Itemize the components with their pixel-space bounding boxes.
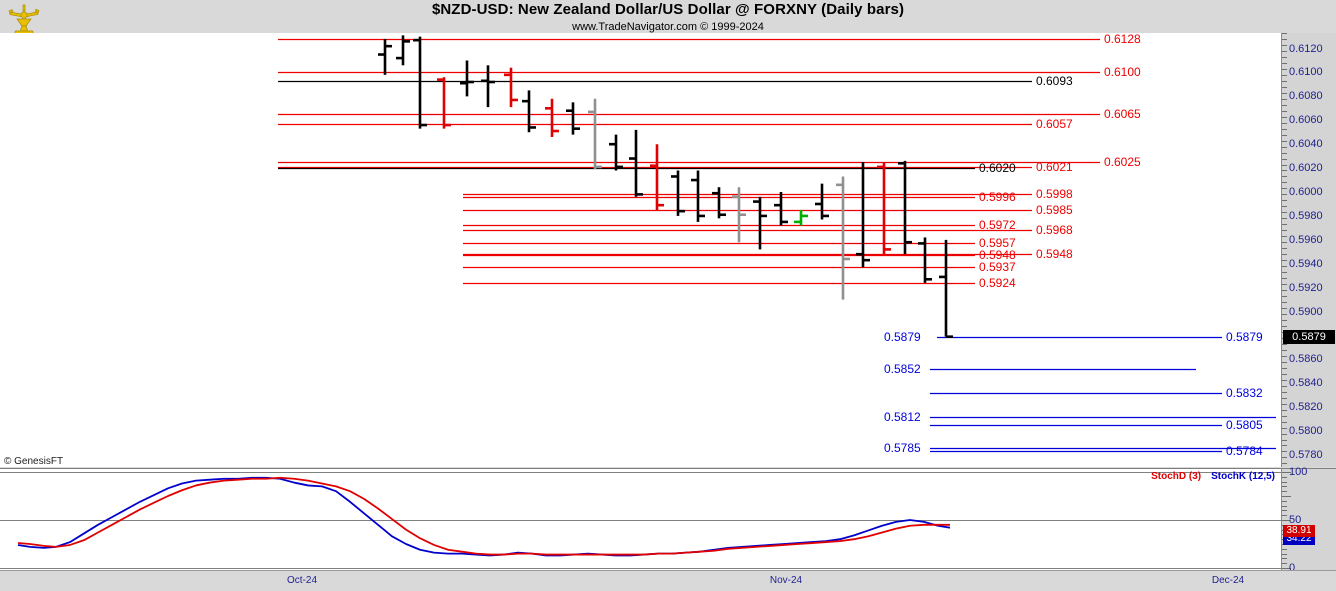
stochastic-line[interactable]	[17, 476, 950, 556]
ohlc-bar[interactable]	[877, 162, 891, 255]
price-axis-label: 0.6060	[1289, 114, 1323, 127]
price-axis-label: 0.5980	[1289, 209, 1323, 222]
price-axis-label: 0.5920	[1289, 281, 1323, 294]
ohlc-bar[interactable]	[481, 65, 495, 108]
ohlc-bar[interactable]	[774, 192, 788, 226]
ohlc-bar[interactable]	[629, 129, 643, 197]
stochastic-line[interactable]	[17, 476, 951, 557]
level-label: 0.5996	[979, 189, 1016, 204]
level-label: 0.6128	[1104, 31, 1141, 46]
ohlc-bar[interactable]	[815, 183, 829, 220]
ohlc-bar[interactable]	[753, 196, 767, 250]
date-axis[interactable]: Oct-24 Nov-24 Dec-24	[0, 570, 1336, 591]
ohlc-bar[interactable]	[650, 144, 664, 210]
level-label: 0.5852	[884, 361, 921, 376]
stoch-k-legend-label: StochK (12,5)	[1211, 471, 1275, 482]
price-axis-label: 0.6100	[1289, 66, 1323, 79]
stochastic-axis-label: 50	[1289, 514, 1302, 526]
chart-header: $NZD-USD: New Zealand Dollar/US Dollar @…	[0, 0, 1336, 33]
date-axis-label: Nov-24	[769, 575, 803, 586]
price-plot	[278, 35, 1276, 453]
ohlc-bar[interactable]	[671, 170, 685, 216]
price-axis-label: 0.6120	[1289, 42, 1323, 55]
stochastic-pane[interactable]: StochD (3) StochK (12,5)	[0, 468, 1282, 571]
level-label: 0.6093	[1036, 73, 1073, 88]
price-axis-label: 0.5900	[1289, 305, 1323, 318]
level-label: 0.5879	[1226, 329, 1263, 344]
ohlc-bar[interactable]	[939, 239, 953, 338]
ohlc-bar[interactable]	[413, 36, 427, 129]
ohlc-bar[interactable]	[898, 160, 912, 255]
ohlc-bar[interactable]	[836, 176, 850, 300]
level-label: 0.5937	[979, 260, 1016, 275]
page-title: $NZD-USD: New Zealand Dollar/US Dollar @…	[431, 1, 905, 18]
genesisft-watermark: © GenesisFT	[4, 456, 64, 467]
price-axis-label: 0.5860	[1289, 353, 1323, 366]
stochastic-axis-label: 100	[1289, 466, 1308, 478]
level-label: 0.6100	[1104, 65, 1141, 80]
price-axis-label: 0.5800	[1289, 425, 1323, 438]
ohlc-bar[interactable]	[794, 209, 808, 226]
level-label: 0.5879	[884, 329, 921, 344]
level-label: 0.5812	[884, 409, 921, 424]
price-axis-label: 0.5780	[1289, 449, 1323, 462]
level-label: 0.6025	[1104, 155, 1141, 170]
date-axis-label: Dec-24	[1211, 575, 1245, 586]
level-label: 0.5832	[1226, 385, 1263, 400]
ohlc-bar[interactable]	[609, 134, 623, 171]
level-label: 0.5957	[979, 236, 1016, 251]
ohlc-bar[interactable]	[566, 102, 580, 135]
ohlc-bar[interactable]	[856, 162, 870, 268]
level-label: 0.5924	[979, 275, 1016, 290]
price-chart-pane[interactable]	[0, 33, 1282, 467]
level-label: 0.5785	[884, 440, 921, 455]
date-axis-label: Oct-24	[286, 575, 318, 586]
level-label: 0.5968	[1036, 223, 1073, 238]
level-label: 0.6020	[979, 161, 1016, 176]
level-label: 0.5985	[1036, 202, 1073, 217]
ohlc-bar[interactable]	[460, 60, 474, 97]
genesis-transit-logo-icon	[4, 2, 44, 36]
ohlc-bar[interactable]	[732, 187, 746, 243]
ohlc-bar[interactable]	[918, 237, 932, 283]
price-axis-label: 0.5940	[1289, 257, 1323, 270]
price-axis-label: 0.5840	[1289, 377, 1323, 390]
level-label: 0.5972	[979, 218, 1016, 233]
level-label: 0.6057	[1036, 116, 1073, 131]
ohlc-bar[interactable]	[691, 170, 705, 222]
stoch-d-value-badge: 38.91	[1283, 524, 1315, 537]
stochastic-plot	[0, 472, 1281, 569]
price-axis-label: 0.5960	[1289, 233, 1323, 246]
ohlc-bar[interactable]	[588, 98, 602, 170]
current-price-badge: 0.5879	[1283, 329, 1335, 344]
price-axis-ticks	[1282, 33, 1287, 464]
stoch-d-legend-label: StochD (3)	[1151, 471, 1202, 482]
price-axis-label: 0.6080	[1289, 90, 1323, 103]
stochastic-legend: StochD (3) StochK (12,5)	[1151, 471, 1275, 482]
price-axis-label: 0.6000	[1289, 186, 1323, 198]
level-label: 0.5784	[1226, 444, 1263, 459]
chart-subtitle: www.TradeNavigator.com © 1999-2024	[572, 21, 764, 33]
level-label: 0.5805	[1226, 418, 1263, 433]
ohlc-bar[interactable]	[504, 67, 518, 108]
ohlc-bar[interactable]	[378, 38, 392, 75]
ohlc-bar[interactable]	[437, 77, 451, 129]
level-label: 0.5948	[979, 248, 1016, 263]
stochastic-axis[interactable]: 100 50 0 34.22 38.91	[1281, 466, 1336, 574]
ohlc-bar[interactable]	[712, 187, 726, 219]
ohlc-bar[interactable]	[522, 90, 536, 133]
price-axis[interactable]: 0.6120 0.6100 0.6080 0.6060 0.6040 0.6020 0.60…	[1281, 33, 1336, 467]
price-axis-label: 0.6020	[1289, 162, 1323, 175]
level-label: 0.5948	[1036, 247, 1073, 262]
price-axis-label: 0.6040	[1289, 138, 1323, 151]
ohlc-bar[interactable]	[396, 35, 410, 66]
level-label: 0.6021	[1036, 159, 1073, 174]
stochastic-axis-label: 0	[1289, 562, 1296, 574]
price-axis-label: 0.5820	[1289, 401, 1323, 414]
level-label: 0.6065	[1104, 107, 1141, 122]
level-label: 0.5998	[1036, 187, 1073, 202]
ohlc-bar[interactable]	[545, 98, 559, 138]
